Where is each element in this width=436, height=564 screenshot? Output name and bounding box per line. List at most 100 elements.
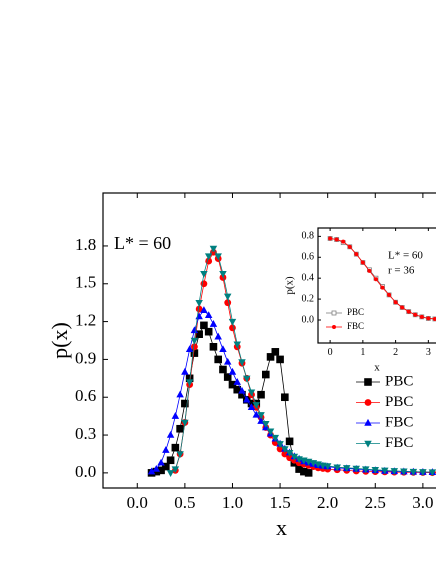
- legend-marker: [331, 310, 337, 316]
- marker: [304, 469, 313, 477]
- marker: [257, 390, 265, 399]
- marker: [257, 412, 265, 419]
- legend-marker: [364, 399, 372, 406]
- marker: [281, 446, 289, 453]
- marker: [171, 443, 180, 452]
- y-tick-label: 1.8: [75, 235, 96, 254]
- x-tick-label: 0.5: [174, 493, 195, 512]
- marker: [238, 386, 246, 394]
- marker: [176, 424, 184, 433]
- annotation: r = 36: [388, 265, 415, 277]
- marker: [371, 467, 380, 474]
- marker: [341, 239, 346, 244]
- marker: [261, 370, 270, 379]
- marker: [400, 468, 408, 476]
- marker: [228, 367, 237, 375]
- marker: [200, 306, 208, 313]
- marker: [176, 451, 184, 459]
- legend-label: FBC: [347, 321, 364, 331]
- marker: [252, 402, 261, 409]
- x-tick-label: 0.0: [127, 493, 148, 512]
- marker: [323, 463, 332, 471]
- marker: [219, 345, 227, 353]
- marker: [171, 466, 180, 474]
- legend-label: PBC: [385, 394, 413, 410]
- marker: [185, 379, 194, 387]
- x-tick-label: 1.5: [269, 493, 290, 512]
- marker: [185, 345, 194, 353]
- x-tick-label: 0: [328, 347, 333, 358]
- y-tick-label: 0.2: [302, 293, 315, 304]
- marker: [209, 245, 218, 253]
- x-tick-label: 3: [426, 347, 431, 358]
- marker: [190, 337, 199, 345]
- legend-marker: [332, 325, 336, 329]
- marker: [428, 469, 436, 477]
- marker: [381, 467, 389, 475]
- y-tick-label: 0.6: [302, 252, 315, 263]
- marker: [271, 348, 280, 356]
- marker: [354, 252, 359, 257]
- marker: [387, 292, 392, 297]
- y-axis-label: p(x): [47, 322, 72, 359]
- marker: [157, 458, 165, 466]
- marker: [238, 359, 246, 367]
- marker: [342, 465, 351, 472]
- marker: [223, 357, 232, 365]
- legend-label: PBC: [347, 307, 364, 317]
- marker: [176, 390, 184, 398]
- marker: [195, 299, 203, 307]
- marker: [190, 343, 198, 351]
- marker: [266, 428, 275, 436]
- legend-marker: [364, 440, 372, 448]
- marker: [400, 305, 405, 310]
- marker: [252, 410, 261, 418]
- marker: [285, 437, 294, 446]
- marker: [152, 465, 161, 472]
- marker: [334, 237, 339, 242]
- marker: [233, 341, 241, 349]
- y-tick-label: 1.2: [75, 310, 96, 329]
- marker: [166, 470, 175, 477]
- marker: [271, 434, 280, 442]
- marker: [204, 311, 213, 319]
- marker: [228, 318, 237, 326]
- marker: [413, 312, 418, 317]
- marker: [214, 332, 222, 340]
- marker: [190, 326, 199, 334]
- x-tick-label: 2: [393, 347, 398, 358]
- marker: [352, 465, 360, 473]
- marker: [200, 321, 208, 330]
- marker: [200, 270, 208, 278]
- annotation: L* = 60: [388, 250, 423, 262]
- marker: [419, 469, 427, 476]
- marker: [333, 464, 341, 472]
- x-tick-label: 1: [360, 347, 365, 358]
- marker: [243, 395, 251, 403]
- marker: [328, 236, 333, 241]
- annotation: L* = 60: [114, 233, 171, 253]
- marker: [195, 305, 203, 313]
- marker: [181, 367, 189, 375]
- marker: [432, 316, 436, 321]
- marker: [223, 293, 232, 301]
- marker: [426, 316, 431, 321]
- marker: [223, 373, 232, 381]
- marker: [219, 365, 227, 374]
- y-tick-label: 0.3: [75, 424, 96, 443]
- marker: [262, 420, 270, 428]
- marker: [281, 393, 289, 402]
- legend-label: FBC: [385, 414, 413, 430]
- marker: [147, 467, 156, 475]
- marker: [406, 309, 411, 314]
- y-tick-label: 1.5: [75, 273, 96, 292]
- marker: [181, 419, 189, 427]
- marker: [204, 253, 213, 261]
- legend-label: PBC: [385, 373, 413, 389]
- x-tick-label: 2.5: [365, 493, 386, 512]
- marker: [214, 253, 222, 261]
- legend-marker: [364, 378, 372, 386]
- marker: [390, 468, 399, 475]
- marker: [367, 268, 372, 273]
- y-tick-label: 0.8: [302, 231, 315, 242]
